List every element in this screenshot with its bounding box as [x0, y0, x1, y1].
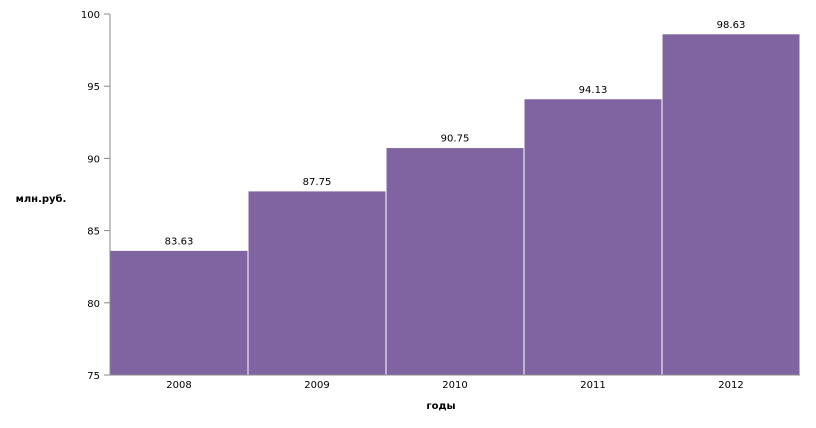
x-tick-2011: 2011	[580, 380, 605, 391]
y-tick-85: 85	[87, 227, 100, 238]
bar-2010	[385, 147, 525, 376]
y-axis	[104, 13, 111, 376]
data-label-2008: 83.63	[165, 236, 194, 247]
x-tick-labels: 2008 2009 2010 2011 2012	[166, 380, 743, 391]
bar-2008	[109, 249, 249, 376]
y-tick-80: 80	[87, 299, 100, 310]
data-label-2012: 98.63	[717, 20, 746, 31]
y-tick-75: 75	[87, 371, 100, 382]
bar-2011	[523, 98, 663, 376]
y-tick-labels: 75 80 85 90 95 100	[81, 10, 100, 382]
bar-2009	[247, 190, 387, 376]
x-axis-label: годы	[426, 401, 455, 412]
data-labels: 83.63 87.75 90.75 94.13 98.63	[165, 20, 746, 248]
x-tick-2008: 2008	[166, 380, 191, 391]
x-tick-2010: 2010	[442, 380, 467, 391]
data-label-2010: 90.75	[441, 134, 470, 145]
y-tick-100: 100	[81, 10, 100, 21]
y-tick-90: 90	[87, 154, 100, 165]
y-axis-label: млн.руб.	[16, 193, 67, 205]
x-tick-2009: 2009	[304, 380, 329, 391]
bar-2012	[661, 33, 801, 376]
data-label-2011: 94.13	[579, 85, 608, 96]
x-tick-2012: 2012	[718, 380, 743, 391]
data-label-2009: 87.75	[303, 177, 332, 188]
y-tick-95: 95	[87, 82, 100, 93]
bars-group	[109, 33, 801, 376]
